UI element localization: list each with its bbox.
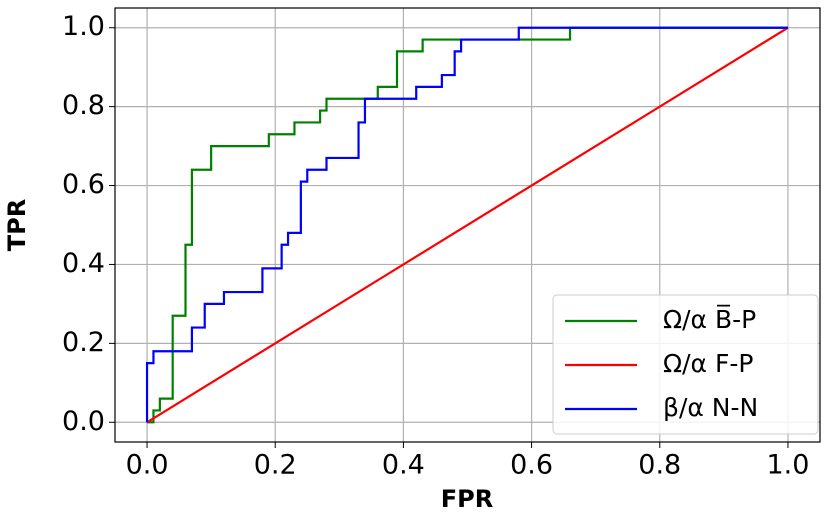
line <box>147 26 788 424</box>
y-tick-label: 0.4 <box>62 248 105 279</box>
y-tick-label: 1.0 <box>62 11 105 42</box>
x-tick-label: 0.4 <box>382 450 425 481</box>
x-tick-label: 0.2 <box>254 450 297 481</box>
y-tick-label: 0.0 <box>62 406 105 437</box>
legend-label: Ω/α B̅-P <box>663 304 756 334</box>
line <box>146 26 789 424</box>
y-tick-label: 0.8 <box>62 90 105 121</box>
legend-box <box>552 294 819 435</box>
legend: Ω/α B̅-P Ω/α F-P β/α N-N <box>552 294 819 435</box>
x-tick-label: 0.6 <box>510 450 553 481</box>
x-axis-title: FPR <box>441 485 493 513</box>
line <box>145 26 788 423</box>
legend-label: β/α N-N <box>663 393 758 422</box>
y-axis-title: TPR <box>3 199 31 251</box>
legend-label: Ω/α F-P <box>663 349 753 378</box>
x-tick-label: 1.0 <box>766 450 809 481</box>
y-tick-label: 0.6 <box>62 169 105 200</box>
x-tick-label: 0.0 <box>126 450 169 481</box>
x-tick-label: 0.8 <box>638 450 681 481</box>
y-tick-label: 0.2 <box>62 327 105 358</box>
plot-frame <box>114 7 821 443</box>
